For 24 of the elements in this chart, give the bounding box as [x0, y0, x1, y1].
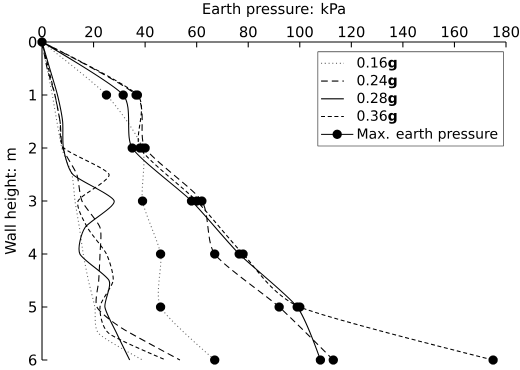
y-tick-label: 0	[28, 36, 36, 48]
x-tick-label: 160	[442, 26, 468, 38]
y-tick-label: 1	[30, 90, 36, 100]
y-axis-title: Wall height: m	[4, 148, 19, 254]
x-tick-label: 0	[38, 26, 46, 38]
x-tick-label: 40	[136, 26, 154, 38]
x-tick-label: 80	[240, 26, 257, 38]
x-tick-label: 60	[188, 26, 206, 38]
y-tick-label: 2	[29, 142, 36, 154]
legend-label: 0.16g	[357, 57, 397, 71]
y-tick-label: 6	[28, 354, 36, 366]
x-axis-title: Earth pressure: kPa	[203, 2, 345, 18]
legend-label: 0.28g	[357, 92, 397, 106]
x-tick-label: 140	[390, 26, 416, 38]
x-tick-label: 20	[85, 26, 102, 38]
y-tick-label: 3	[29, 195, 36, 207]
x-tick-label: 100	[287, 26, 313, 38]
y-tick-label: 5	[29, 302, 36, 312]
legend-label: 0.24g	[357, 74, 397, 88]
x-tick-label: 120	[338, 26, 364, 38]
x-tick-label: 180	[494, 26, 519, 38]
y-tick-label: 4	[28, 248, 36, 260]
legend-label: Max. earth pressure	[358, 128, 498, 142]
legend-label: 0.36g	[357, 110, 397, 124]
